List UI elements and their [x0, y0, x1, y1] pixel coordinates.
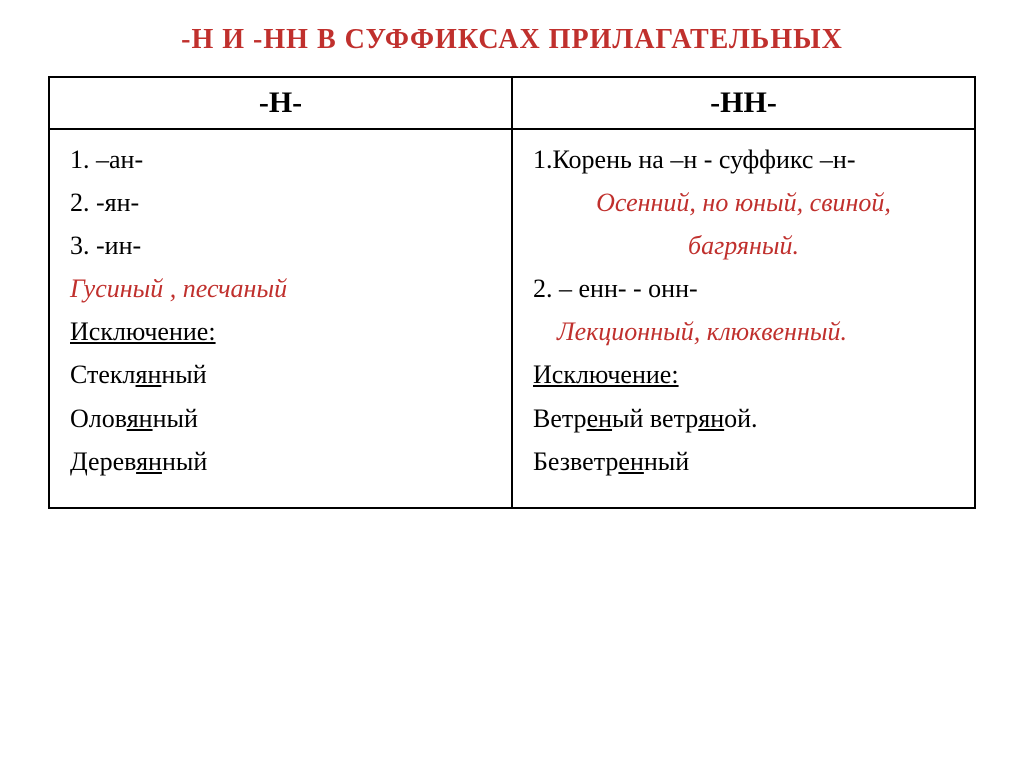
right-rule-1: 1.Корень на –н - суффикс –н-	[533, 142, 954, 177]
right-ex1b: багряный.	[533, 228, 954, 263]
rules-table: -Н- -НН- 1. –ан- 2. -ян- 3. -ин- Гусиный…	[48, 76, 976, 509]
left-exc-3: Деревянный	[70, 444, 491, 479]
page-title: -Н И -НН В СУФФИКСАХ ПРИЛАГАТЕЛЬНЫХ	[48, 24, 976, 56]
left-example: Гусиный , песчаный	[70, 271, 491, 306]
col-header-nn: -НН-	[512, 77, 975, 129]
left-rule-2: 2. -ян-	[70, 185, 491, 220]
right-exc-1: Ветреный ветряной.	[533, 401, 954, 436]
col-header-n: -Н-	[49, 77, 512, 129]
cell-right: 1.Корень на –н - суффикс –н- Осенний, но…	[512, 129, 975, 508]
right-exc-2: Безветренный	[533, 444, 954, 479]
right-rule-2: 2. – енн- - онн-	[533, 271, 954, 306]
right-ex1a: Осенний, но юный, свиной,	[533, 185, 954, 220]
left-exception-label: Исключение:	[70, 314, 491, 349]
right-ex2: Лекционный, клюквенный.	[533, 314, 954, 349]
left-exc-1: Стеклянный	[70, 357, 491, 392]
cell-left: 1. –ан- 2. -ян- 3. -ин- Гусиный , песчан…	[49, 129, 512, 508]
left-exc-2: Оловянный	[70, 401, 491, 436]
left-rule-1: 1. –ан-	[70, 142, 491, 177]
right-exception-label: Исключение:	[533, 357, 954, 392]
left-rule-3: 3. -ин-	[70, 228, 491, 263]
